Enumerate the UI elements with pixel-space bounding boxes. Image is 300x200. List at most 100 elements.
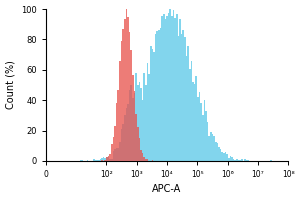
Bar bbox=[145, 85, 147, 161]
Bar bbox=[148, 74, 150, 161]
Bar bbox=[139, 82, 140, 161]
Bar bbox=[233, 159, 235, 161]
Bar bbox=[124, 115, 125, 161]
Bar bbox=[143, 73, 145, 161]
Bar bbox=[215, 142, 217, 161]
Bar bbox=[125, 108, 127, 161]
Bar bbox=[114, 126, 116, 161]
Bar bbox=[168, 13, 169, 161]
Bar bbox=[202, 115, 204, 161]
Bar bbox=[104, 158, 106, 161]
Bar bbox=[125, 9, 127, 161]
Bar bbox=[197, 97, 199, 161]
Bar bbox=[179, 19, 181, 161]
Bar bbox=[231, 157, 233, 161]
Bar bbox=[248, 160, 249, 161]
Bar bbox=[158, 30, 160, 161]
Bar bbox=[174, 18, 176, 161]
Bar bbox=[156, 31, 158, 161]
Bar bbox=[93, 159, 94, 161]
Bar bbox=[239, 160, 241, 161]
Bar bbox=[112, 151, 114, 161]
Bar bbox=[96, 160, 98, 161]
Bar bbox=[155, 34, 156, 161]
Bar bbox=[221, 152, 223, 161]
X-axis label: APC-A: APC-A bbox=[152, 184, 182, 194]
Bar bbox=[178, 36, 179, 161]
Bar bbox=[161, 16, 163, 161]
Bar bbox=[182, 30, 184, 161]
Bar bbox=[109, 159, 111, 161]
Bar bbox=[134, 91, 135, 161]
Bar bbox=[94, 160, 96, 161]
Bar bbox=[82, 160, 83, 161]
Bar bbox=[134, 93, 135, 161]
Bar bbox=[142, 153, 143, 161]
Bar bbox=[226, 154, 228, 161]
Bar bbox=[213, 136, 215, 161]
Bar bbox=[235, 160, 236, 161]
Bar bbox=[132, 98, 134, 161]
Bar bbox=[270, 160, 272, 161]
Bar bbox=[230, 156, 231, 161]
Bar bbox=[166, 16, 168, 161]
Bar bbox=[129, 32, 130, 161]
Bar bbox=[147, 159, 148, 161]
Bar bbox=[176, 14, 178, 161]
Bar bbox=[119, 142, 121, 161]
Bar bbox=[147, 63, 148, 161]
Bar bbox=[223, 153, 225, 161]
Bar bbox=[80, 160, 82, 161]
Bar bbox=[244, 159, 246, 161]
Bar bbox=[124, 19, 125, 161]
Bar bbox=[173, 10, 174, 161]
Bar bbox=[117, 148, 119, 161]
Bar bbox=[152, 160, 153, 161]
Bar bbox=[208, 136, 210, 161]
Bar bbox=[205, 111, 207, 161]
Bar bbox=[181, 34, 182, 161]
Bar bbox=[137, 127, 139, 161]
Bar bbox=[114, 149, 116, 161]
Bar bbox=[122, 29, 124, 161]
Bar bbox=[164, 19, 166, 161]
Bar bbox=[129, 90, 130, 161]
Bar bbox=[103, 157, 104, 161]
Bar bbox=[100, 159, 101, 161]
Bar bbox=[212, 134, 213, 161]
Bar bbox=[137, 85, 139, 161]
Bar bbox=[135, 73, 137, 161]
Bar bbox=[111, 144, 112, 161]
Bar bbox=[186, 56, 187, 161]
Bar bbox=[189, 69, 190, 161]
Bar bbox=[108, 157, 109, 161]
Bar bbox=[192, 82, 194, 161]
Bar bbox=[241, 159, 243, 161]
Bar bbox=[111, 159, 112, 161]
Bar bbox=[106, 157, 108, 161]
Bar bbox=[109, 154, 111, 161]
Bar bbox=[121, 129, 122, 161]
Bar bbox=[127, 17, 129, 161]
Bar bbox=[86, 160, 88, 161]
Bar bbox=[210, 132, 212, 161]
Bar bbox=[140, 150, 142, 161]
Bar bbox=[121, 41, 122, 161]
Bar bbox=[104, 160, 106, 161]
Bar bbox=[238, 160, 239, 161]
Bar bbox=[116, 148, 117, 161]
Bar bbox=[218, 147, 220, 161]
Bar bbox=[119, 61, 121, 161]
Bar bbox=[108, 156, 109, 161]
Bar bbox=[142, 100, 143, 161]
Bar bbox=[187, 46, 189, 161]
Bar bbox=[130, 50, 132, 161]
Bar bbox=[106, 157, 108, 161]
Bar bbox=[152, 49, 153, 161]
Bar bbox=[150, 46, 152, 161]
Y-axis label: Count (%): Count (%) bbox=[6, 61, 16, 109]
Bar bbox=[195, 76, 197, 161]
Bar bbox=[169, 9, 171, 161]
Bar bbox=[140, 88, 142, 161]
Bar bbox=[171, 16, 173, 161]
